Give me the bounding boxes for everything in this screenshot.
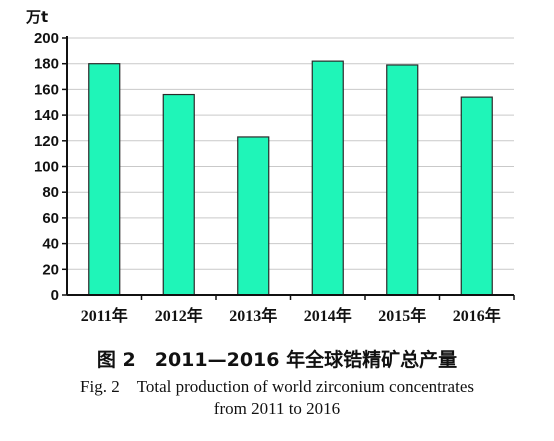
y-unit-label: 万t <box>25 8 48 26</box>
x-tick-label: 2014年 <box>304 306 352 325</box>
x-tick-label: 2011年 <box>81 306 128 325</box>
x-tick-label: 2015年 <box>378 306 426 325</box>
y-tick-label: 200 <box>34 30 59 47</box>
figure-caption-english-line2: from 2011 to 2016 <box>213 399 341 418</box>
bar-chart: 万t 0 20 40 60 80 100 120 140 160 180 200 2011年 2012… <box>25 8 515 325</box>
x-tick-label: 2016年 <box>453 306 501 325</box>
figure-caption-chinese: 图 2 2011—2016 年全球锆精矿总产量 <box>96 349 458 371</box>
bars <box>88 60 493 296</box>
y-tick-label: 80 <box>42 184 59 201</box>
x-tick-label: 2013年 <box>229 306 277 325</box>
y-tick-labels: 0 20 40 60 80 100 120 140 160 180 200 <box>34 30 59 304</box>
y-tick-label: 180 <box>34 56 59 73</box>
bar <box>386 64 419 296</box>
y-tick-label: 120 <box>34 133 59 150</box>
y-tick-label: 160 <box>34 81 59 98</box>
x-tick-labels: 2011年 2012年 2013年 2014年 2015年 2016年 <box>81 306 501 325</box>
bar <box>162 93 195 296</box>
figure-caption-english-line1: Fig. 2 Total production of world zirconi… <box>80 377 474 396</box>
bar <box>88 63 121 296</box>
y-tick-label: 20 <box>42 261 59 278</box>
y-tick-label: 40 <box>42 236 59 253</box>
bar <box>237 136 270 296</box>
gridlines <box>67 37 514 270</box>
y-tick-label: 100 <box>34 159 59 176</box>
axes <box>62 36 515 300</box>
y-tick-label: 0 <box>51 287 59 304</box>
y-tick-label: 140 <box>34 107 59 124</box>
y-tick-label: 60 <box>42 210 59 227</box>
figure-caption-english: Fig. 2 Total production of world zirconi… <box>0 376 554 420</box>
bar <box>311 60 344 296</box>
x-tick-label: 2012年 <box>155 306 203 325</box>
bar <box>460 96 493 296</box>
